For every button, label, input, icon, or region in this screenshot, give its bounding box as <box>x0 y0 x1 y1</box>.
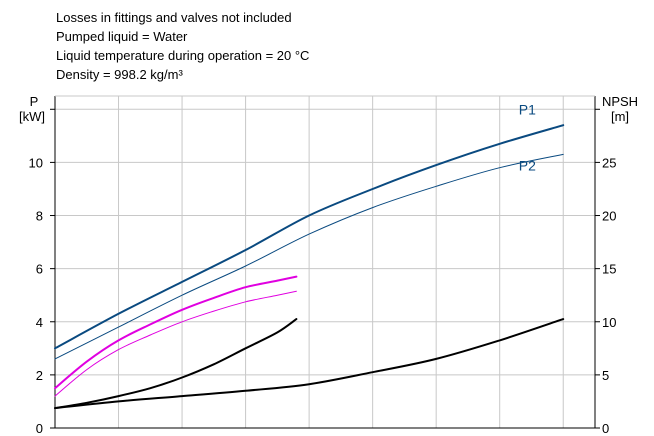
series-labels: P1 P2 <box>519 102 536 174</box>
tick-labels: 0 2 4 6 8 10 0 5 10 15 20 25 <box>29 108 616 436</box>
left-tick-label: 10 <box>29 155 43 170</box>
series-line-p1 <box>54 124 565 350</box>
chart-notes: Losses in fittings and valves not includ… <box>56 8 309 84</box>
right-tick-label: 0 <box>602 421 609 436</box>
series-label-p2: P2 <box>519 157 536 173</box>
series-line-3 <box>54 275 298 390</box>
right-tick-label: 25 <box>602 155 616 170</box>
left-tick-label: 6 <box>36 262 43 277</box>
note-density: Density = 998.2 kg/m³ <box>56 67 183 82</box>
series-line-6 <box>54 318 565 410</box>
right-axis-label-line1: NPSH <box>602 94 638 109</box>
left-tick-label: 4 <box>36 315 43 330</box>
left-tick-label: 2 <box>36 368 43 383</box>
grid <box>54 96 595 429</box>
axes: P [kW] NPSH [m] <box>19 94 638 429</box>
note-liquid-temperature: Liquid temperature during operation = 20… <box>56 48 310 63</box>
left-tick-label: 8 <box>36 209 43 224</box>
right-tick-label: 5 <box>602 368 609 383</box>
right-tick-label: 15 <box>602 262 616 277</box>
left-tick-label: 0 <box>36 421 43 436</box>
right-tick-label: 20 <box>602 209 616 224</box>
series-line-4 <box>54 290 297 397</box>
left-axis-label-line2: [kW] <box>19 109 45 124</box>
series-line-p2 <box>54 153 564 360</box>
series-line-5 <box>54 318 298 410</box>
note-losses: Losses in fittings and valves not includ… <box>56 10 292 25</box>
series <box>54 124 565 410</box>
note-pumped-liquid: Pumped liquid = Water <box>56 29 188 44</box>
series-label-p1: P1 <box>519 102 536 118</box>
right-tick-label: 10 <box>602 315 616 330</box>
right-axis-label-line2: [m] <box>611 109 629 124</box>
left-axis-label-line1: P <box>30 94 39 109</box>
